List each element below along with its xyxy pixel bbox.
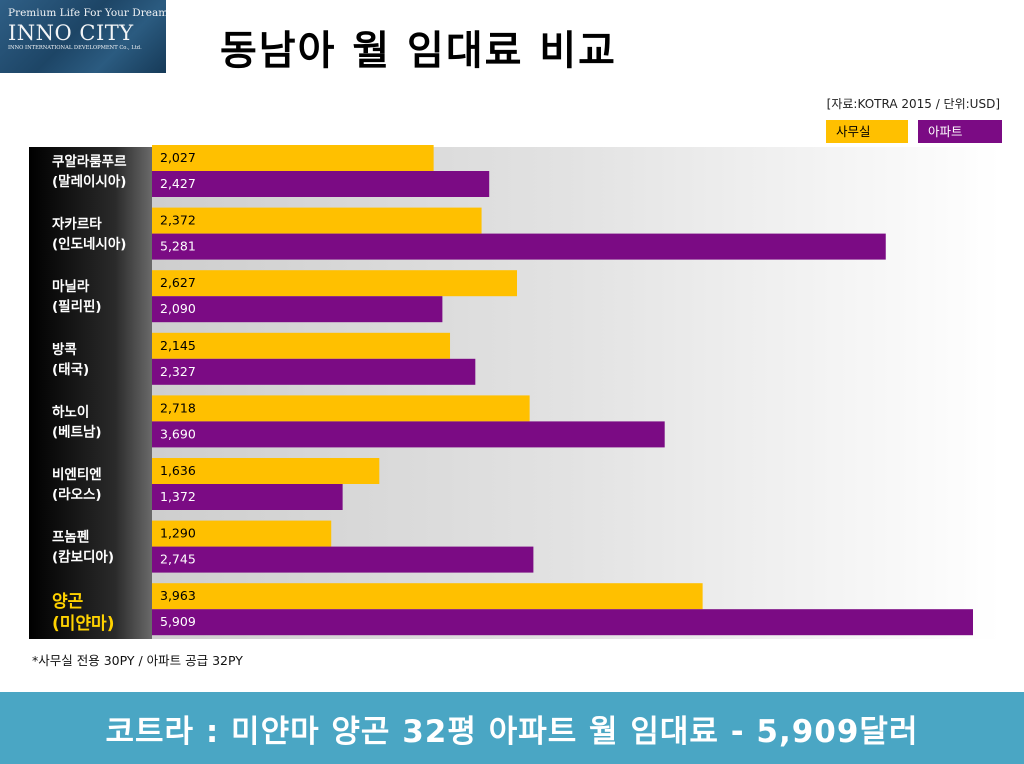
apartment-value-label-5: 1,372 [160, 489, 196, 504]
office-bar-4 [152, 395, 530, 422]
office-bar-3 [152, 332, 451, 359]
category-label-6-line-1: (캄보디아) [52, 549, 114, 566]
category-label-7-line-1: (미얀마) [52, 614, 114, 634]
apartment-value-label-3: 2,327 [160, 364, 196, 379]
legend-label-office: 사무실 [836, 124, 871, 139]
category-label-1-line-1: (인도네시아) [52, 236, 126, 253]
apartment-value-label-0: 2,427 [160, 176, 196, 191]
office-bar-0 [152, 145, 434, 171]
office-bar-5 [152, 458, 380, 484]
logo-company: INNO INTERNATIONAL DEVELOPMENT Co., Ltd. [8, 45, 142, 51]
apartment-value-label-4: 3,690 [160, 426, 196, 441]
office-value-label-4: 2,718 [160, 400, 196, 415]
office-bar-7 [152, 583, 703, 610]
apartment-bar-5 [152, 484, 343, 510]
office-value-label-3: 2,145 [160, 338, 196, 353]
logo-tagline: Premium Life For Your Dream [8, 7, 166, 19]
category-label-4-line-1: (베트남) [52, 423, 102, 440]
apartment-bar-0 [152, 171, 490, 197]
category-label-3-line-0: 방콕 [52, 341, 77, 358]
category-label-2-line-0: 마닐라 [52, 278, 90, 295]
office-value-label-2: 2,627 [160, 275, 196, 290]
company-logo: Premium Life For Your Dream INNO CITY IN… [0, 0, 166, 73]
office-value-label-7: 3,963 [160, 588, 196, 603]
category-label-6-line-0: 프놈펜 [52, 530, 89, 546]
page-title: 동남아 월 임대료 비교 [220, 28, 617, 74]
bar-chart: 사무실 아파트 쿠알라룸푸르 (말레이시아) 자카르타 (인도네시아) 마닐라 (필리핀) 방… [29, 120, 1002, 639]
legend-swatch-office [826, 120, 908, 143]
apartment-bar-6 [152, 546, 534, 573]
category-label-0-line-1: (말레이시아) [52, 173, 126, 190]
summary-banner-text: 코트라 : 미얀마 양곤 32평 아파트 월 임대료 - 5,909달러 [105, 713, 919, 750]
category-label-1-line-0: 자카르타 [52, 217, 102, 233]
office-value-label-1: 2,372 [160, 213, 196, 228]
legend-label-apartment: 아파트 [928, 124, 963, 139]
footnote: *사무실 전용 30PY / 아파트 공급 32PY [32, 653, 243, 668]
category-label-5-line-1: (라오스) [52, 487, 102, 503]
apartment-value-label-2: 2,090 [160, 301, 196, 316]
source-note: [자료:KOTRA 2015 / 단위:USD] [826, 97, 1000, 111]
office-bar-1 [152, 207, 482, 234]
category-label-7-line-0: 양곤 [52, 592, 84, 612]
office-bar-2 [152, 270, 517, 297]
apartment-value-label-1: 5,281 [160, 239, 196, 254]
category-label-2-line-1: (필리핀) [52, 298, 102, 315]
office-value-label-6: 1,290 [160, 526, 196, 541]
office-bar-6 [152, 520, 332, 547]
category-label-0-line-0: 쿠알라룸푸르 [52, 154, 127, 170]
label-panel [29, 147, 152, 639]
category-label-4-line-0: 하노이 [52, 403, 89, 420]
apartment-bar-4 [152, 421, 665, 448]
office-value-label-5: 1,636 [160, 463, 196, 478]
category-label-5-line-0: 비엔티엔 [52, 466, 102, 483]
legend-swatch-apartment [918, 120, 1002, 143]
apartment-bar-7 [152, 609, 973, 636]
category-label-3-line-1: (태국) [52, 362, 89, 378]
summary-banner: 코트라 : 미얀마 양곤 32평 아파트 월 임대료 - 5,909달러 [0, 692, 1024, 764]
logo-brand: INNO CITY [8, 21, 134, 45]
apartment-bar-3 [152, 358, 476, 385]
apartment-bar-1 [152, 233, 886, 260]
apartment-bar-2 [152, 296, 443, 323]
apartment-value-label-7: 5,909 [160, 614, 196, 629]
apartment-value-label-6: 2,745 [160, 552, 196, 567]
office-value-label-0: 2,027 [160, 150, 196, 165]
